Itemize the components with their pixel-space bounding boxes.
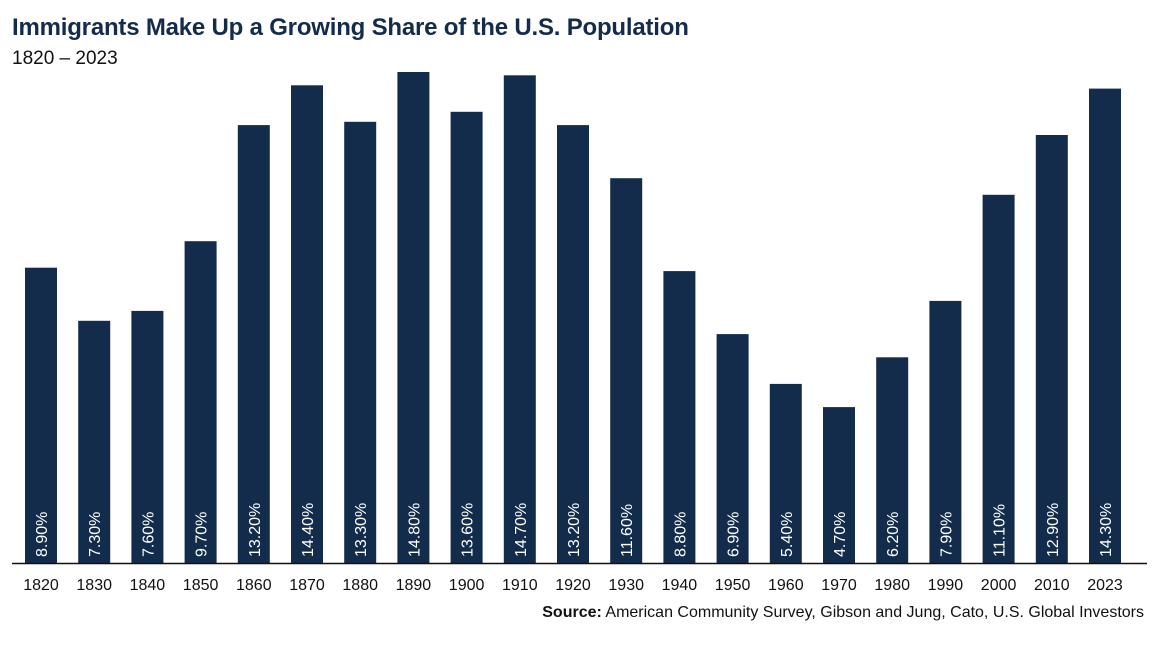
value-label-2010: 12.90% [1045,503,1062,557]
value-label-1880: 13.30% [353,503,370,557]
bar-1960 [769,383,802,563]
x-tick-label-1940: 1940 [662,577,698,594]
bar-1970 [823,407,855,563]
source-text: American Community Survey, Gibson and Ju… [605,604,1144,621]
x-tick-label-1930: 1930 [608,577,644,594]
x-tick-label-1830: 1830 [76,577,112,594]
bar-1920 [557,125,589,563]
bar-1910 [503,75,536,564]
x-tick-label-2000: 2000 [981,577,1017,594]
value-label-1910: 14.70% [513,503,530,557]
x-tick-label-1890: 1890 [396,577,432,594]
x-tick-label-1950: 1950 [715,577,751,594]
value-label-1940: 8.80% [672,512,689,557]
value-label-1980: 6.20% [885,512,902,557]
value-label-1950: 6.90% [726,512,743,557]
x-tick-label-1970: 1970 [821,577,857,594]
value-label-1900: 13.60% [460,503,477,557]
bar-1900 [450,111,483,564]
bar-1980 [876,357,909,563]
x-tick-label-1980: 1980 [874,577,910,594]
value-label-2023: 14.30% [1098,503,1115,557]
bar-2010 [1035,135,1068,563]
bar-1940 [663,271,696,563]
value-label-1930: 11.60% [619,504,636,557]
bar-1930 [610,178,643,563]
bar-2000 [982,194,1015,564]
x-tick-label-1840: 1840 [130,577,166,594]
chart-subtitle: 1820 – 2023 [12,48,118,69]
bar-1870 [291,85,323,564]
bar-1890 [397,72,430,563]
x-tick-label-1850: 1850 [183,577,219,594]
source-label: Source: [542,604,602,621]
value-label-1920: 13.20% [566,503,583,557]
bar-2023 [1089,88,1121,563]
value-label-1990: 7.90% [938,512,955,557]
bar-1990 [929,300,962,563]
x-tick-label-2023: 2023 [1087,577,1123,594]
source-note: Source: American Community Survey, Gibso… [542,604,1144,622]
bar-1850 [184,241,217,563]
value-label-1970: 4.70% [832,512,849,557]
bar-1820 [25,267,57,563]
bar-1860 [237,125,270,563]
x-tick-label-2010: 2010 [1034,577,1070,594]
value-label-1850: 9.70% [194,512,211,557]
value-label-1860: 13.20% [247,503,264,557]
bar-1950 [716,334,749,563]
x-tick-label-1860: 1860 [236,577,272,594]
x-tick-label-1870: 1870 [289,577,325,594]
value-label-1960: 5.40% [779,512,796,557]
chart-title: Immigrants Make Up a Growing Share of th… [12,14,689,41]
x-tick-label-1960: 1960 [768,577,804,594]
x-tick-label-1920: 1920 [555,577,591,594]
value-label-2000: 11.10% [992,504,1009,557]
bar-1880 [344,121,377,564]
bar-1840 [131,310,164,563]
x-tick-label-1910: 1910 [502,577,538,594]
value-label-1890: 14.80% [406,503,423,557]
value-label-1840: 7.60% [140,512,157,557]
value-label-1870: 14.40% [300,503,317,557]
x-tick-label-1880: 1880 [342,577,378,594]
bar-1830 [78,320,111,563]
x-tick-label-1900: 1900 [449,577,485,594]
x-tick-label-1820: 1820 [23,577,59,594]
value-label-1820: 8.90% [34,512,51,557]
value-label-1830: 7.30% [87,512,104,557]
x-tick-label-1990: 1990 [928,577,964,594]
